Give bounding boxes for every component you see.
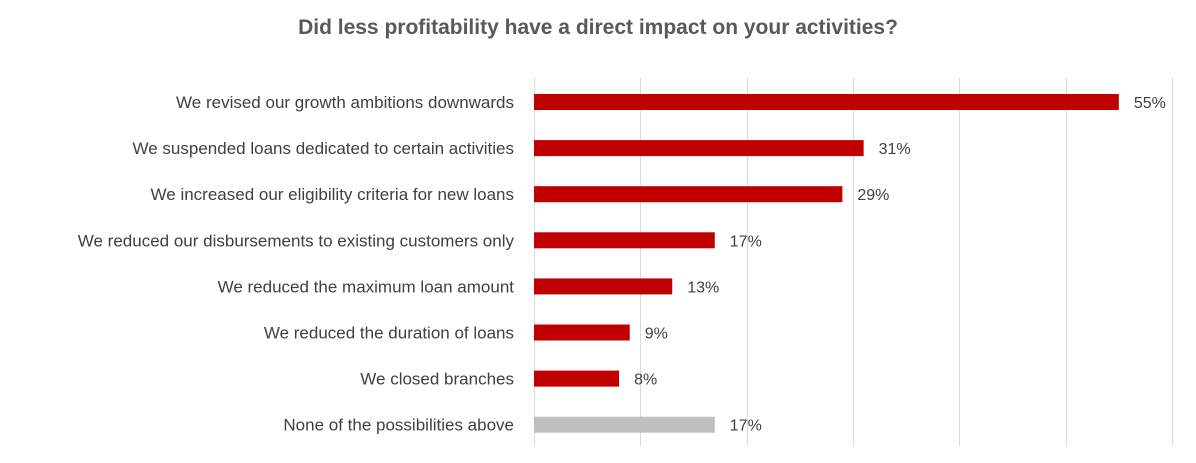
value-label: 29% [857,187,889,204]
value-label: 31% [879,141,911,158]
bar [534,232,715,249]
bar [534,416,715,433]
category-label: We suspended loans dedicated to certain … [133,139,514,158]
value-label: 9% [645,326,668,343]
bar [534,278,673,295]
chart-title: Did less profitability have a direct imp… [298,16,898,39]
value-label: 17% [730,233,762,250]
value-label: 55% [1134,95,1166,112]
bar [534,370,620,387]
value-label: 17% [730,418,762,435]
category-label: We closed branches [360,370,514,389]
bar [534,186,843,203]
category-label: We increased our eligibility criteria fo… [151,185,514,204]
bar [534,94,1119,110]
category-label: We reduced the maximum loan amount [218,277,515,296]
value-label: 13% [687,279,719,296]
category-label: We reduced the duration of loans [264,324,514,343]
category-label: We revised our growth ambitions downward… [176,93,514,112]
bar [534,140,864,157]
category-label: None of the possibilities above [283,416,514,435]
value-label: 8% [634,372,657,389]
bar [534,324,630,341]
category-label: We reduced our disbursements to existing… [78,231,515,250]
